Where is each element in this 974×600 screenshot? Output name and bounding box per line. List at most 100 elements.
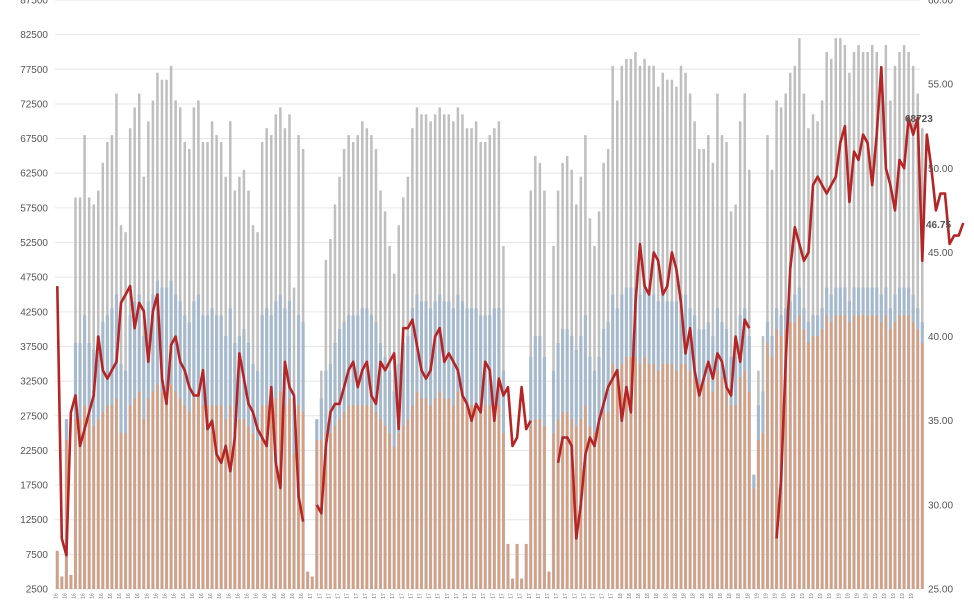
- bar: [584, 405, 587, 589]
- bar: [529, 426, 532, 589]
- right-tick-label: 40.00: [928, 332, 953, 343]
- bar: [147, 398, 150, 589]
- x-tick-label: 18: [627, 593, 633, 599]
- bar: [215, 405, 218, 589]
- x-tick-label: 17: [308, 593, 314, 599]
- x-tick-label: 16: [108, 593, 114, 599]
- x-tick-label: 16: [217, 593, 223, 599]
- bar: [393, 446, 396, 589]
- bar: [356, 405, 359, 589]
- bar: [415, 391, 419, 589]
- bar: [547, 571, 551, 589]
- x-tick-label: 18: [682, 593, 688, 599]
- x-tick-label: 16: [153, 593, 159, 599]
- x-tick-label: 19: [855, 593, 861, 599]
- x-tick-label: 19: [845, 593, 851, 599]
- bar: [666, 363, 669, 589]
- bar: [848, 322, 851, 589]
- bar: [342, 412, 346, 589]
- x-tick-label: 16: [90, 593, 96, 599]
- bar: [807, 343, 810, 589]
- left-tick-label: 82500: [20, 30, 48, 41]
- bar: [151, 391, 155, 589]
- bar: [825, 315, 828, 589]
- bar: [511, 578, 514, 589]
- bar: [538, 419, 541, 589]
- left-tick-label: 62500: [20, 169, 48, 180]
- bar: [520, 578, 523, 589]
- bar: [525, 543, 528, 589]
- x-tick-label: 17: [345, 593, 351, 599]
- x-tick-label: 17: [609, 593, 615, 599]
- bar: [101, 412, 104, 589]
- left-tick-label: 52500: [20, 238, 48, 249]
- bar: [265, 405, 268, 589]
- bar: [88, 419, 91, 589]
- x-tick-label: 19: [864, 593, 870, 599]
- x-tick-label: 17: [600, 593, 606, 599]
- x-tick-label: 18: [691, 593, 697, 599]
- bar: [693, 377, 696, 589]
- right-tick-label: 35.00: [928, 416, 953, 427]
- bar: [424, 398, 428, 589]
- x-tick-label: 17: [572, 593, 578, 599]
- bar: [124, 433, 127, 589]
- bar: [588, 426, 592, 589]
- x-tick-label: 16: [172, 593, 178, 599]
- left-tick-label: 72500: [20, 99, 48, 110]
- bar: [506, 543, 510, 589]
- left-tick-label: 67500: [20, 134, 48, 145]
- left-tick-label: 12500: [20, 515, 48, 526]
- left-axis-ticks: 2500 7500 12500 17500 22500 27500 32500 37500 42…: [20, 0, 48, 596]
- bar: [434, 398, 437, 589]
- bar: [798, 315, 801, 589]
- bar: [411, 405, 414, 589]
- x-tick-label: 19: [827, 593, 833, 599]
- bar: [83, 405, 86, 589]
- x-tick-label: 16: [81, 593, 87, 599]
- bar: [620, 363, 623, 589]
- bar: [56, 550, 59, 589]
- bar: [811, 336, 815, 589]
- bar: [292, 453, 296, 589]
- x-tick-label: 16: [99, 593, 105, 599]
- bar: [657, 370, 660, 589]
- bar: [543, 426, 546, 589]
- bar: [902, 315, 906, 589]
- bar: [716, 370, 719, 589]
- bar: [593, 433, 596, 589]
- bar: [165, 391, 168, 589]
- right-tick-label: 60.00: [928, 0, 953, 7]
- x-tick-label: 16: [135, 593, 141, 599]
- left-tick-label: 32500: [20, 377, 48, 388]
- bar: [766, 343, 769, 589]
- bar: [474, 405, 478, 589]
- bar: [652, 363, 655, 589]
- bar: [789, 322, 792, 589]
- x-tick-label: 19: [800, 593, 806, 599]
- bar: [174, 391, 177, 589]
- bar: [192, 398, 195, 589]
- bar: [233, 426, 236, 589]
- bar: [820, 329, 824, 589]
- bar: [852, 315, 856, 589]
- bar: [365, 405, 368, 589]
- x-tick-label: 17: [590, 593, 596, 599]
- x-tick-label: 19: [791, 593, 797, 599]
- bar: [688, 370, 692, 589]
- bar: [242, 419, 246, 589]
- bar: [420, 398, 423, 589]
- bar: [329, 433, 332, 589]
- x-tick-label: 17: [518, 593, 524, 599]
- bar: [816, 336, 819, 589]
- bar: [893, 322, 897, 589]
- left-tick-label: 22500: [20, 446, 48, 457]
- bar: [761, 433, 765, 589]
- bar: [607, 412, 610, 589]
- bar: [552, 433, 555, 589]
- x-tick-label: 16: [163, 593, 169, 599]
- left-tick-label: 37500: [20, 342, 48, 353]
- bar: [497, 405, 501, 589]
- bar: [388, 433, 391, 589]
- bar: [707, 377, 710, 589]
